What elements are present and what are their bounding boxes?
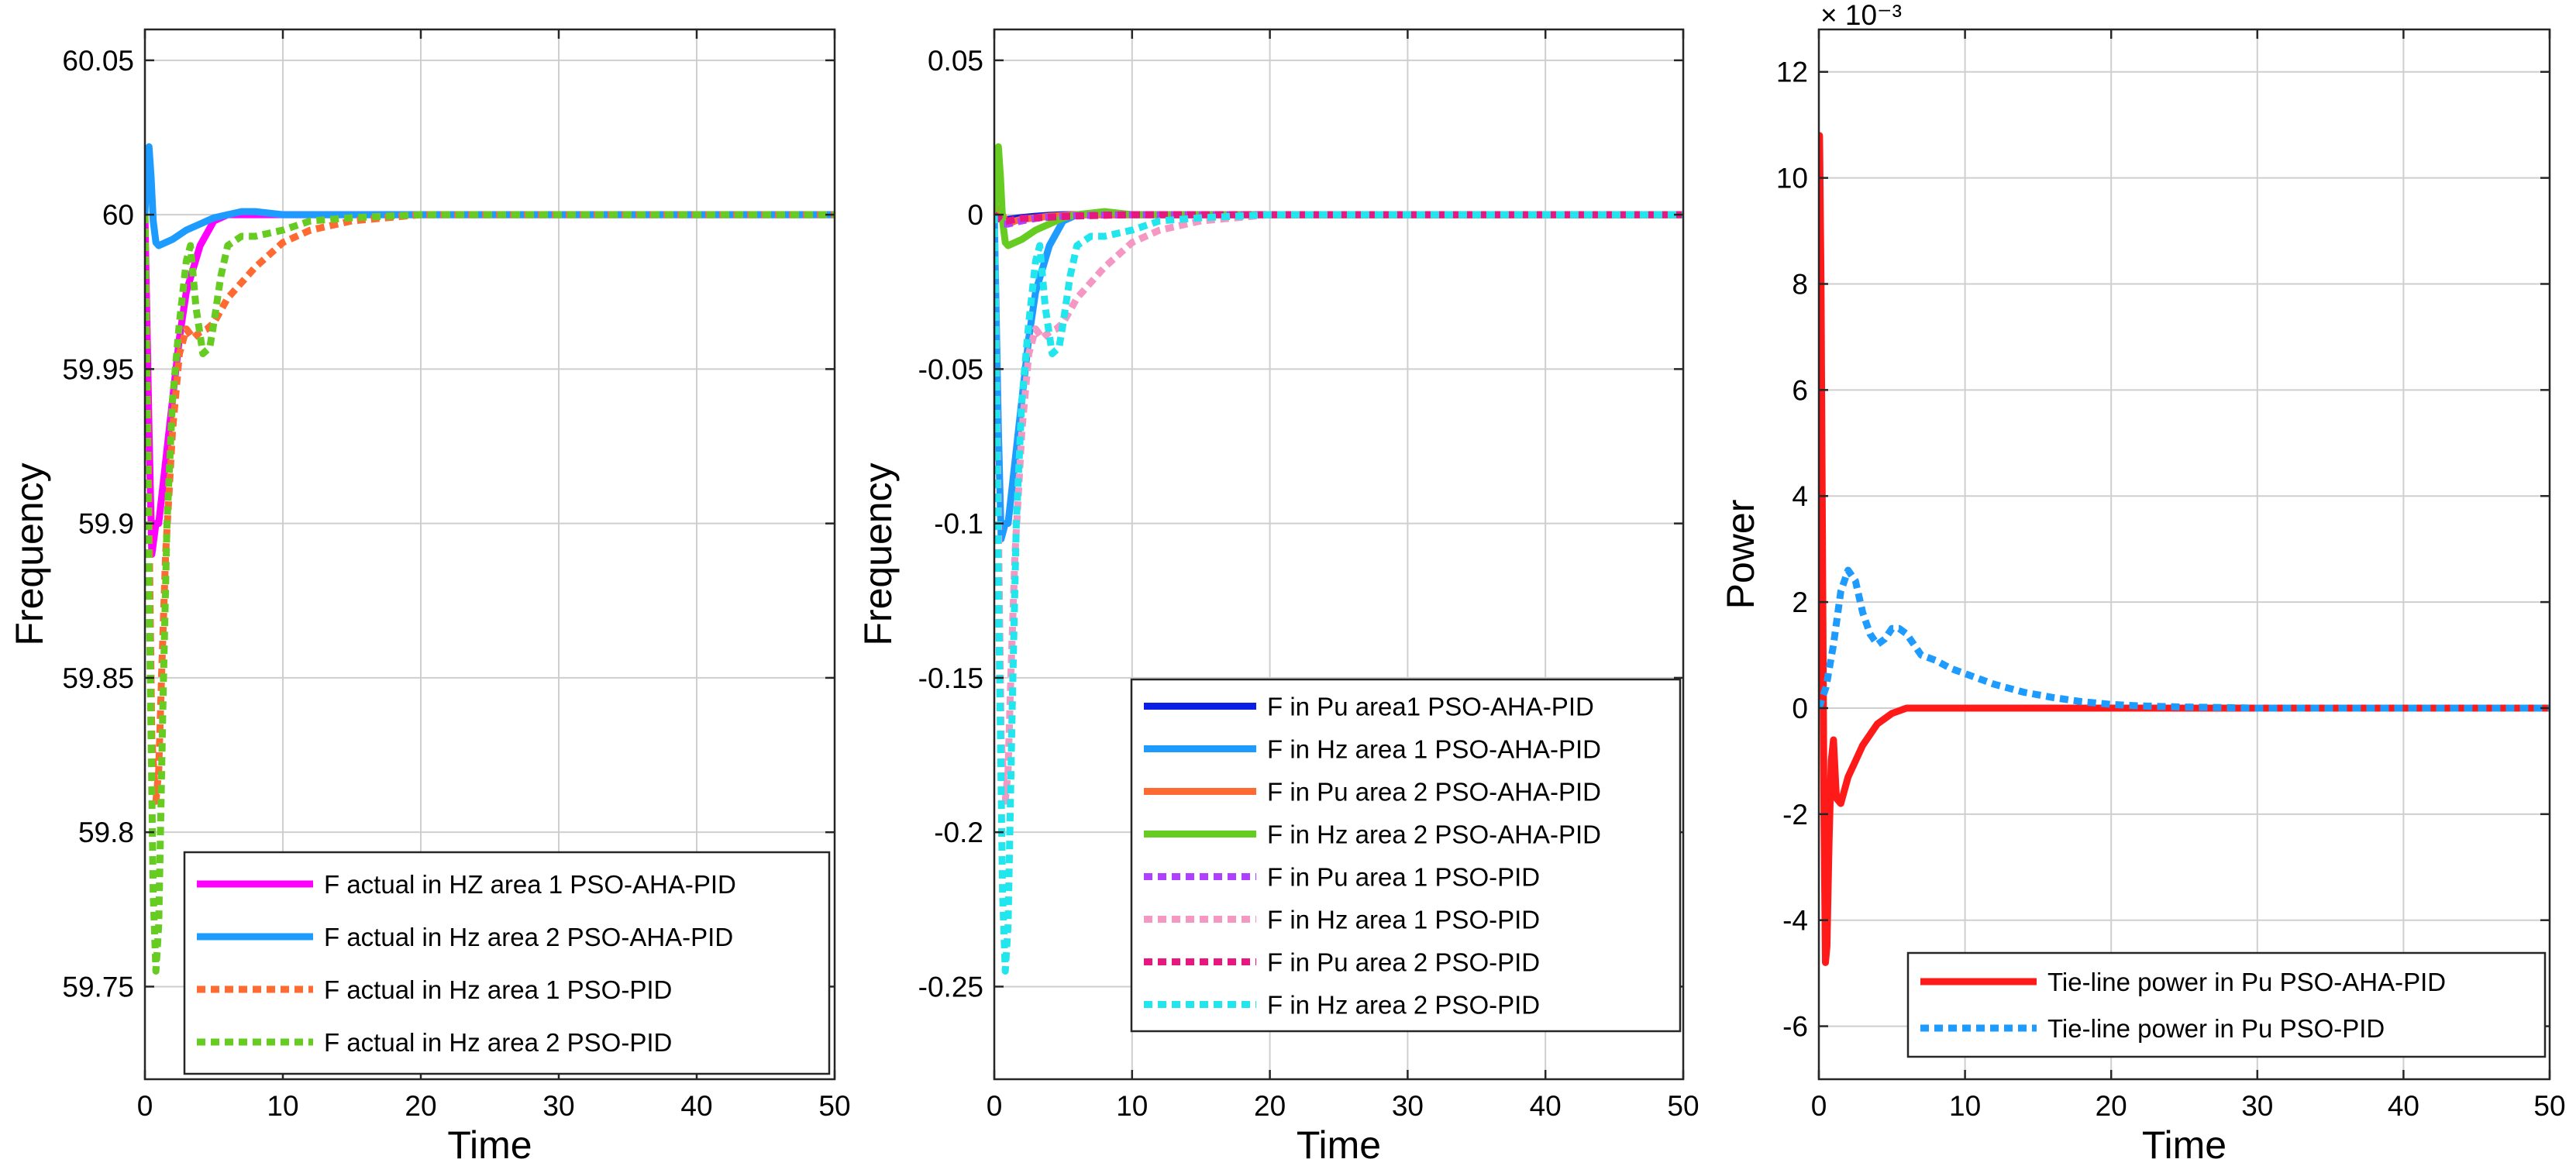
series-line-8 bbox=[994, 211, 1683, 975]
x-tick-label: 50 bbox=[2533, 1090, 2565, 1122]
legend-label: F in Hz area 2 PSO-AHA-PID bbox=[1267, 820, 1601, 849]
plot-area bbox=[1819, 29, 2550, 1079]
legend-label: F in Pu area 2 PSO-AHA-PID bbox=[1267, 778, 1601, 807]
y-tick-label: 0.05 bbox=[928, 45, 983, 77]
x-tick-label: 40 bbox=[680, 1090, 712, 1122]
y-tick-label: 59.95 bbox=[62, 353, 134, 385]
series-group bbox=[1819, 132, 2550, 966]
y-tick-label: -4 bbox=[1782, 905, 1808, 937]
y-tick-label: 60.05 bbox=[62, 45, 134, 77]
x-tick-label: 0 bbox=[137, 1090, 153, 1122]
y-tick-label: 4 bbox=[1792, 480, 1808, 512]
y-tick-label: -0.05 bbox=[918, 353, 983, 385]
chart-panel-pu-hz: 0 10 20 30 40 50 -0.25 -0.2 -0.15 -0.1 -0.05 0 0.05 T… bbox=[856, 28, 1700, 1166]
legend-label: F actual in HZ area 1 PSO-AHA-PID bbox=[324, 870, 736, 899]
series-line-2 bbox=[1819, 566, 2550, 712]
y-axis-label: Frequency bbox=[8, 463, 51, 645]
y-tick-label: 10 bbox=[1776, 163, 1808, 194]
legend-label: F in Pu area1 PSO-AHA-PID bbox=[1267, 693, 1594, 721]
x-tick-label: 20 bbox=[405, 1090, 436, 1122]
y-exponent-label: × 10⁻³ bbox=[1820, 0, 1902, 31]
legend: Tie-line power in Pu PSO-AHA-PID Tie-line… bbox=[1906, 951, 2547, 1058]
legend-box bbox=[1130, 678, 1682, 1033]
legend-box bbox=[183, 851, 831, 1075]
x-tick-label: 20 bbox=[2096, 1090, 2127, 1122]
legend-label: F actual in Hz area 2 PSO-AHA-PID bbox=[324, 923, 733, 951]
y-tick-label: -2 bbox=[1782, 799, 1808, 831]
y-tick-label: -0.2 bbox=[934, 817, 983, 848]
x-axis-label: Time bbox=[447, 1123, 532, 1166]
series-line-4 bbox=[145, 211, 835, 975]
x-tick-label: 50 bbox=[818, 1090, 850, 1122]
legend-label: Tie-line power in Pu PSO-PID bbox=[2047, 1014, 2385, 1043]
legend-label: F actual in Hz area 2 PSO-PID bbox=[324, 1028, 672, 1057]
x-tick-label: 30 bbox=[542, 1090, 574, 1122]
y-tick-label: 59.9 bbox=[78, 508, 134, 540]
series-group bbox=[145, 143, 835, 975]
axes-box bbox=[993, 28, 1685, 1081]
x-axis-label: Time bbox=[1297, 1123, 1381, 1166]
y-tick-label: 60 bbox=[102, 199, 134, 231]
y-tick-label: 6 bbox=[1792, 374, 1808, 406]
legend-label: F in Pu area 2 PSO-PID bbox=[1267, 948, 1540, 977]
chart-panel-tie-line-power: 0 10 20 30 40 50 -6 -4 -2 0 2 4 6 8 10 12 × 10⁻³ Time Powe… bbox=[1719, 0, 2566, 1166]
x-tick-label: 0 bbox=[1811, 1090, 1827, 1122]
legend-label: F in Pu area 1 PSO-PID bbox=[1267, 863, 1540, 892]
series-group bbox=[994, 143, 1683, 975]
x-tick-label: 20 bbox=[1254, 1090, 1286, 1122]
chart-panel-hz: 0 10 20 30 40 50 59.75 59.8 59.85 59.9 59.95 60 60.0… bbox=[8, 28, 851, 1166]
axes-box bbox=[143, 28, 836, 1081]
y-tick-label: 59.8 bbox=[78, 817, 134, 848]
y-tick-label: -0.25 bbox=[918, 971, 983, 1003]
legend-label: F in Hz area 1 PSO-AHA-PID bbox=[1267, 735, 1601, 764]
x-tick-label: 10 bbox=[1949, 1090, 1981, 1122]
x-tick-label: 30 bbox=[1392, 1090, 1424, 1122]
legend-label: F actual in Hz area 1 PSO-PID bbox=[324, 975, 672, 1004]
x-tick-label: 10 bbox=[267, 1090, 298, 1122]
y-tick-label: 59.85 bbox=[62, 662, 134, 694]
axes-box bbox=[1817, 28, 2551, 1081]
series-line-2 bbox=[145, 143, 835, 249]
y-tick-label: 8 bbox=[1792, 268, 1808, 300]
legend: F actual in HZ area 1 PSO-AHA-PID F actua… bbox=[183, 851, 831, 1075]
y-tick-label: 2 bbox=[1792, 586, 1808, 618]
y-tick-label: 0 bbox=[967, 199, 983, 231]
legend-label: F in Hz area 2 PSO-PID bbox=[1267, 991, 1540, 1020]
series-line-3 bbox=[145, 211, 835, 805]
y-axis-label: Frequency bbox=[856, 463, 900, 645]
series-line-1 bbox=[1819, 132, 2550, 966]
legend-label: F in Hz area 1 PSO-PID bbox=[1267, 906, 1540, 934]
legend-label: Tie-line power in Pu PSO-AHA-PID bbox=[2047, 968, 2446, 996]
legend-box bbox=[1906, 951, 2547, 1058]
y-tick-label: 0 bbox=[1792, 693, 1808, 724]
x-tick-label: 40 bbox=[2388, 1090, 2419, 1122]
y-tick-label: -0.1 bbox=[934, 508, 983, 540]
y-tick-label: -6 bbox=[1782, 1011, 1808, 1043]
y-axis-label: Power bbox=[1719, 500, 1762, 610]
x-tick-label: 10 bbox=[1116, 1090, 1148, 1122]
series-line-6 bbox=[994, 211, 1683, 805]
x-tick-label: 0 bbox=[987, 1090, 1003, 1122]
x-tick-label: 30 bbox=[2241, 1090, 2273, 1122]
series-line-7 bbox=[994, 211, 1683, 225]
x-tick-label: 40 bbox=[1530, 1090, 1562, 1122]
y-tick-label: 59.75 bbox=[62, 971, 134, 1003]
x-tick-label: 50 bbox=[1667, 1090, 1699, 1122]
legend: F in Pu area1 PSO-AHA-PID F in Hz area 1 … bbox=[1130, 678, 1682, 1033]
y-tick-label: -0.15 bbox=[918, 662, 983, 694]
y-tick-label: 12 bbox=[1776, 57, 1808, 88]
x-axis-label: Time bbox=[2142, 1123, 2226, 1166]
